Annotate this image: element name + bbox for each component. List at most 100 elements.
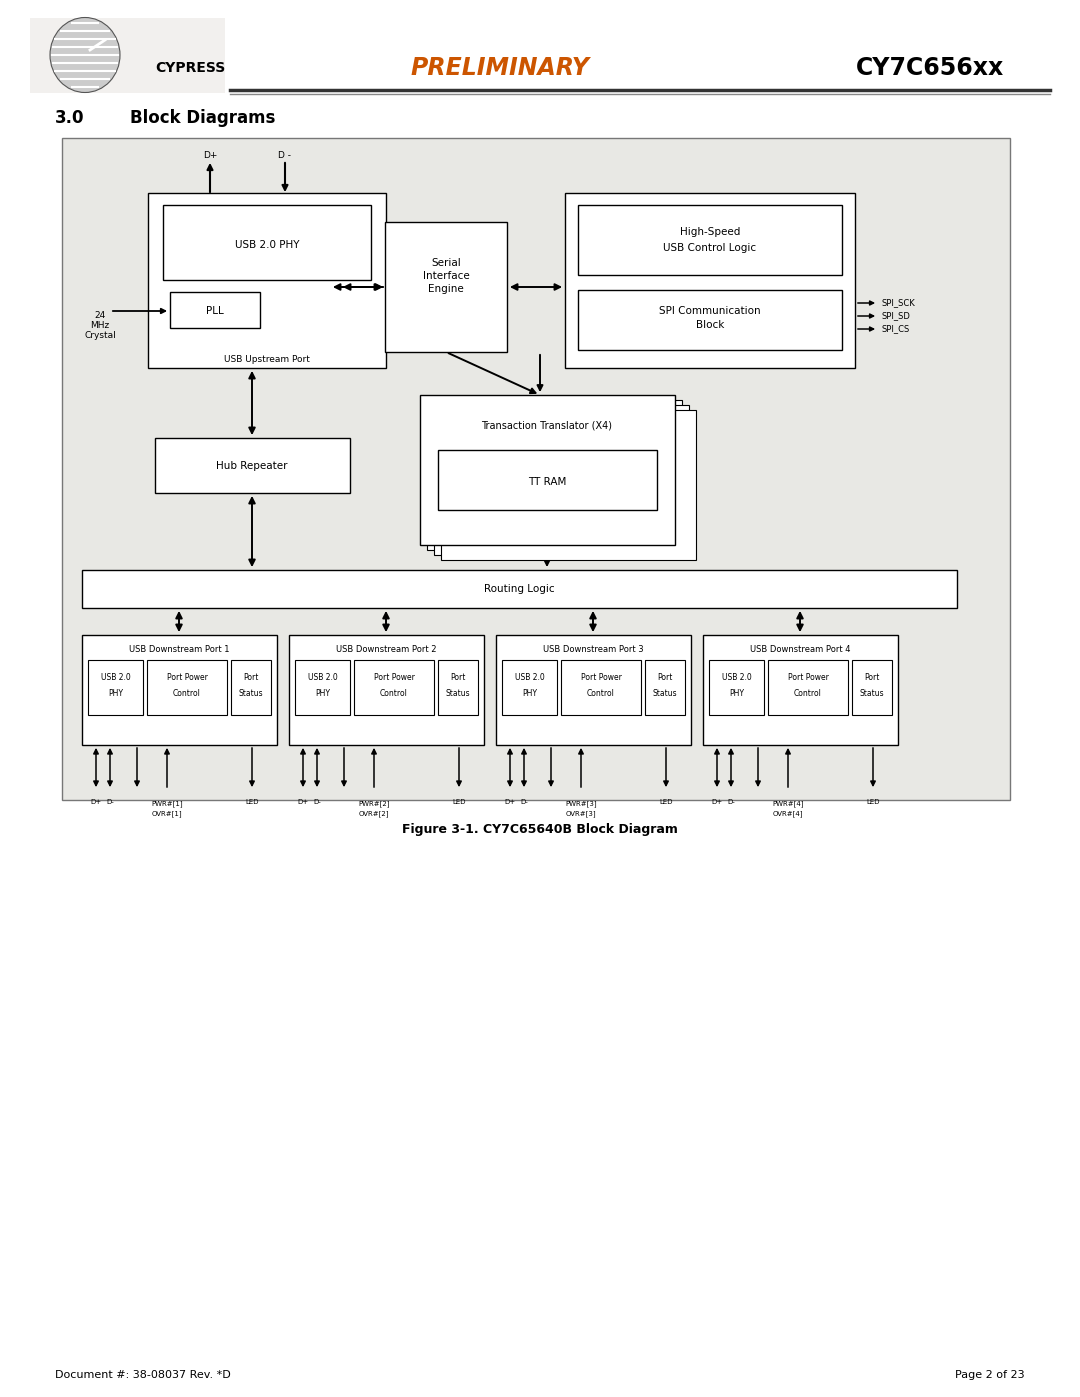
Text: High-Speed: High-Speed [679, 226, 740, 237]
Text: LED: LED [245, 799, 259, 805]
Text: USB 2.0: USB 2.0 [723, 673, 752, 683]
Bar [645, 659, 685, 715]
Text: D-: D- [727, 799, 734, 805]
Text: Status: Status [239, 689, 264, 697]
Text: PHY: PHY [315, 689, 330, 697]
Bar [384, 222, 507, 352]
Bar [87, 659, 143, 715]
Text: PWR#[2]: PWR#[2] [359, 800, 390, 807]
Bar [231, 659, 271, 715]
Text: Routing Logic: Routing Logic [484, 584, 554, 594]
Text: Block Diagrams: Block Diagrams [130, 109, 275, 127]
Text: Port Power: Port Power [581, 673, 621, 683]
Text: PWR#[1]: PWR#[1] [151, 800, 183, 807]
Bar [295, 659, 350, 715]
Text: PWR#[3]: PWR#[3] [565, 800, 597, 807]
Text: USB Downstream Port 1: USB Downstream Port 1 [129, 644, 229, 654]
Text: Transaction Translator (X4): Transaction Translator (X4) [482, 420, 612, 430]
Text: 24: 24 [94, 310, 106, 320]
Text: Control: Control [794, 689, 822, 697]
Text: Document #: 38-08037 Rev. *D: Document #: 38-08037 Rev. *D [55, 1370, 231, 1380]
Text: Control: Control [380, 689, 408, 697]
Bar [82, 570, 957, 608]
Text: USB 2.0 PHY: USB 2.0 PHY [234, 240, 299, 250]
Bar [170, 292, 260, 328]
Bar [163, 205, 372, 279]
Text: USB Upstream Port: USB Upstream Port [224, 355, 310, 365]
Bar [502, 659, 557, 715]
Text: OVR#[3]: OVR#[3] [566, 810, 596, 817]
Text: D+: D+ [297, 799, 309, 805]
Bar [561, 659, 642, 715]
Bar [420, 395, 675, 545]
Text: D+: D+ [91, 799, 102, 805]
Text: CY7C656xx: CY7C656xx [855, 56, 1004, 80]
Text: Crystal: Crystal [84, 331, 116, 341]
Text: D+: D+ [203, 151, 217, 159]
Text: PHY: PHY [523, 689, 538, 697]
Text: Page 2 of 23: Page 2 of 23 [956, 1370, 1025, 1380]
Text: OVR#[2]: OVR#[2] [359, 810, 389, 817]
Text: SPI_SCK: SPI_SCK [882, 299, 916, 307]
Text: Block: Block [696, 320, 725, 330]
Text: PLL: PLL [206, 306, 224, 316]
Text: Control: Control [588, 689, 615, 697]
Text: Control: Control [173, 689, 201, 697]
Text: SPI Communication: SPI Communication [659, 306, 760, 316]
Text: USB Control Logic: USB Control Logic [663, 243, 757, 253]
Text: Interface: Interface [422, 271, 470, 281]
Bar [434, 405, 689, 555]
Bar [156, 439, 350, 493]
Text: D -: D - [279, 151, 292, 159]
Text: Port Power: Port Power [787, 673, 828, 683]
Text: CYPRESS: CYPRESS [156, 61, 226, 75]
Text: Port: Port [243, 673, 259, 683]
Text: TT RAM: TT RAM [528, 476, 566, 488]
Bar [30, 18, 225, 94]
Bar [148, 193, 386, 367]
Text: MHz: MHz [91, 320, 110, 330]
Text: Figure 3-1. CY7C65640B Block Diagram: Figure 3-1. CY7C65640B Block Diagram [402, 823, 678, 837]
Text: PHY: PHY [108, 689, 123, 697]
Text: D-: D- [313, 799, 321, 805]
Text: OVR#[1]: OVR#[1] [151, 810, 183, 817]
Bar [438, 450, 657, 510]
Text: D+: D+ [712, 799, 723, 805]
Bar [82, 636, 276, 745]
Bar [565, 193, 855, 367]
Text: Status: Status [860, 689, 885, 697]
Bar [289, 636, 484, 745]
Text: D-: D- [521, 799, 528, 805]
Text: USB 2.0: USB 2.0 [308, 673, 338, 683]
Text: Port: Port [658, 673, 673, 683]
Text: USB 2.0: USB 2.0 [102, 673, 131, 683]
Bar [578, 291, 842, 351]
Bar [62, 138, 1010, 800]
Text: Status: Status [652, 689, 677, 697]
Text: USB Downstream Port 2: USB Downstream Port 2 [336, 644, 436, 654]
Text: PHY: PHY [729, 689, 744, 697]
Text: Port: Port [450, 673, 465, 683]
Text: PRELIMINARY: PRELIMINARY [410, 56, 590, 80]
Text: PWR#[4]: PWR#[4] [772, 800, 804, 807]
Text: Port: Port [864, 673, 880, 683]
Text: Serial: Serial [431, 258, 461, 268]
Bar [147, 659, 227, 715]
Text: OVR#[4]: OVR#[4] [773, 810, 804, 817]
Text: SPI_SD: SPI_SD [882, 312, 910, 320]
Text: LED: LED [866, 799, 880, 805]
Text: LED: LED [453, 799, 465, 805]
Text: Hub Repeater: Hub Repeater [216, 461, 287, 471]
Text: LED: LED [659, 799, 673, 805]
Bar [703, 636, 897, 745]
Bar [852, 659, 892, 715]
Ellipse shape [50, 18, 120, 92]
Bar [496, 636, 691, 745]
Bar [708, 659, 764, 715]
Text: D+: D+ [504, 799, 515, 805]
Text: SPI_CS: SPI_CS [882, 324, 910, 334]
Text: D-: D- [106, 799, 113, 805]
Bar [578, 205, 842, 275]
Text: Port Power: Port Power [374, 673, 415, 683]
Text: USB Downstream Port 3: USB Downstream Port 3 [542, 644, 644, 654]
